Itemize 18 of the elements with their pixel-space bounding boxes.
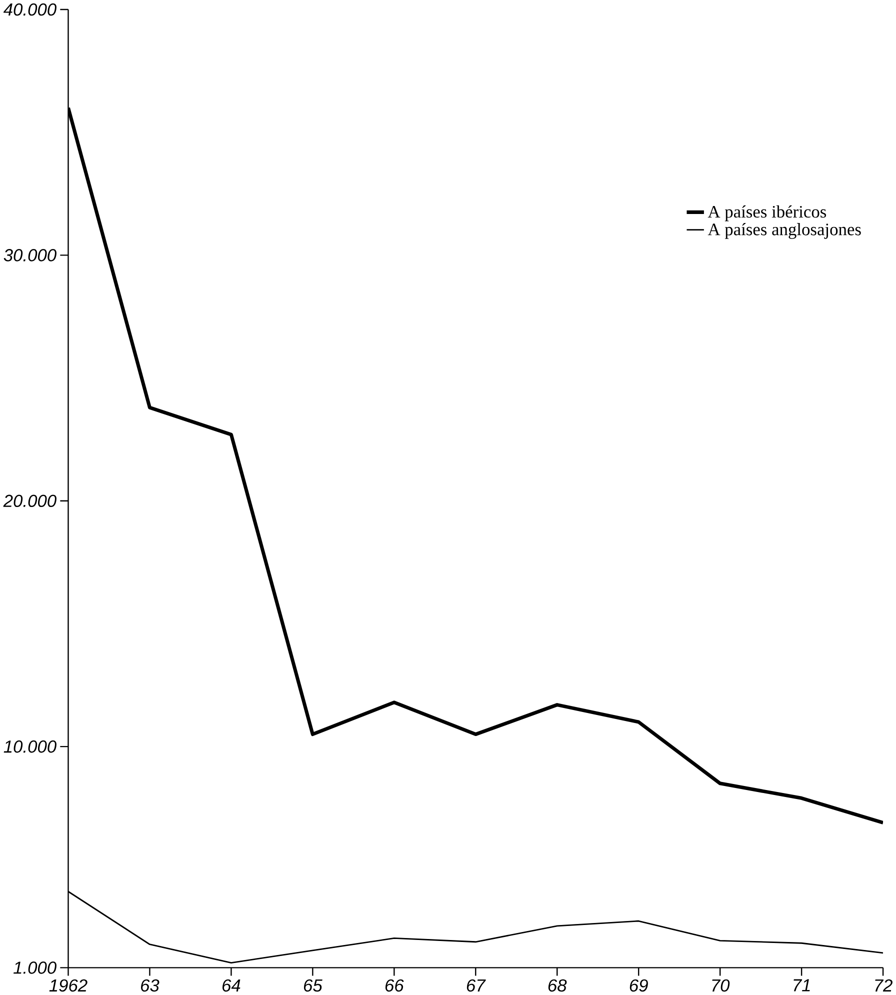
x-tick-label: 67 [466, 979, 486, 992]
x-tick-label: 1962 [49, 979, 88, 992]
x-tick-label: 70 [712, 979, 730, 992]
x-tick-label: 64 [222, 979, 240, 992]
x-tick-label: 71 [794, 979, 810, 992]
y-tick-label: 10.000 [4, 740, 56, 753]
x-tick-label: 63 [140, 979, 160, 992]
x-tick-label: 65 [304, 979, 322, 992]
x-tick-label: 69 [630, 979, 648, 992]
y-tick-label: 20.000 [3, 494, 56, 508]
x-tick-label: 72 [875, 979, 892, 992]
y-tick-label: 30.000 [4, 249, 56, 262]
legend-label: A países ibéricos [708, 205, 826, 222]
y-tick-label: 1.000 [13, 962, 56, 974]
x-tick-label: 66 [385, 979, 404, 992]
legend-label: A países anglosajones [708, 223, 861, 239]
y-tick-label: 40.000 [3, 3, 56, 16]
x-tick-label: 68 [548, 979, 567, 992]
